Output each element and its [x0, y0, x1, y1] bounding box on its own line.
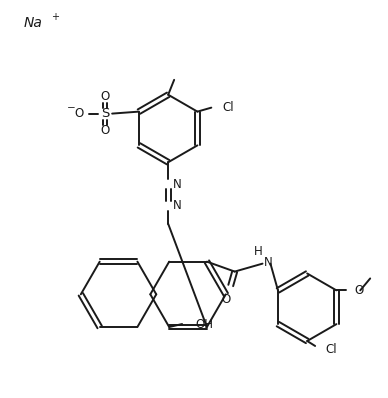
Text: S: S	[101, 107, 109, 120]
Text: O: O	[100, 124, 110, 137]
Text: H: H	[254, 245, 263, 258]
Text: Na: Na	[23, 16, 42, 30]
Text: Cl: Cl	[325, 343, 337, 357]
Text: N: N	[173, 199, 182, 213]
Text: O: O	[221, 293, 230, 306]
Text: N: N	[173, 178, 182, 191]
Text: Cl: Cl	[222, 101, 234, 114]
Text: +: +	[51, 12, 59, 22]
Text: O: O	[75, 107, 84, 120]
Text: −: −	[67, 103, 76, 113]
Text: O: O	[354, 284, 364, 297]
Text: O: O	[100, 90, 110, 103]
Text: N: N	[264, 256, 273, 269]
Text: OH: OH	[195, 318, 213, 330]
